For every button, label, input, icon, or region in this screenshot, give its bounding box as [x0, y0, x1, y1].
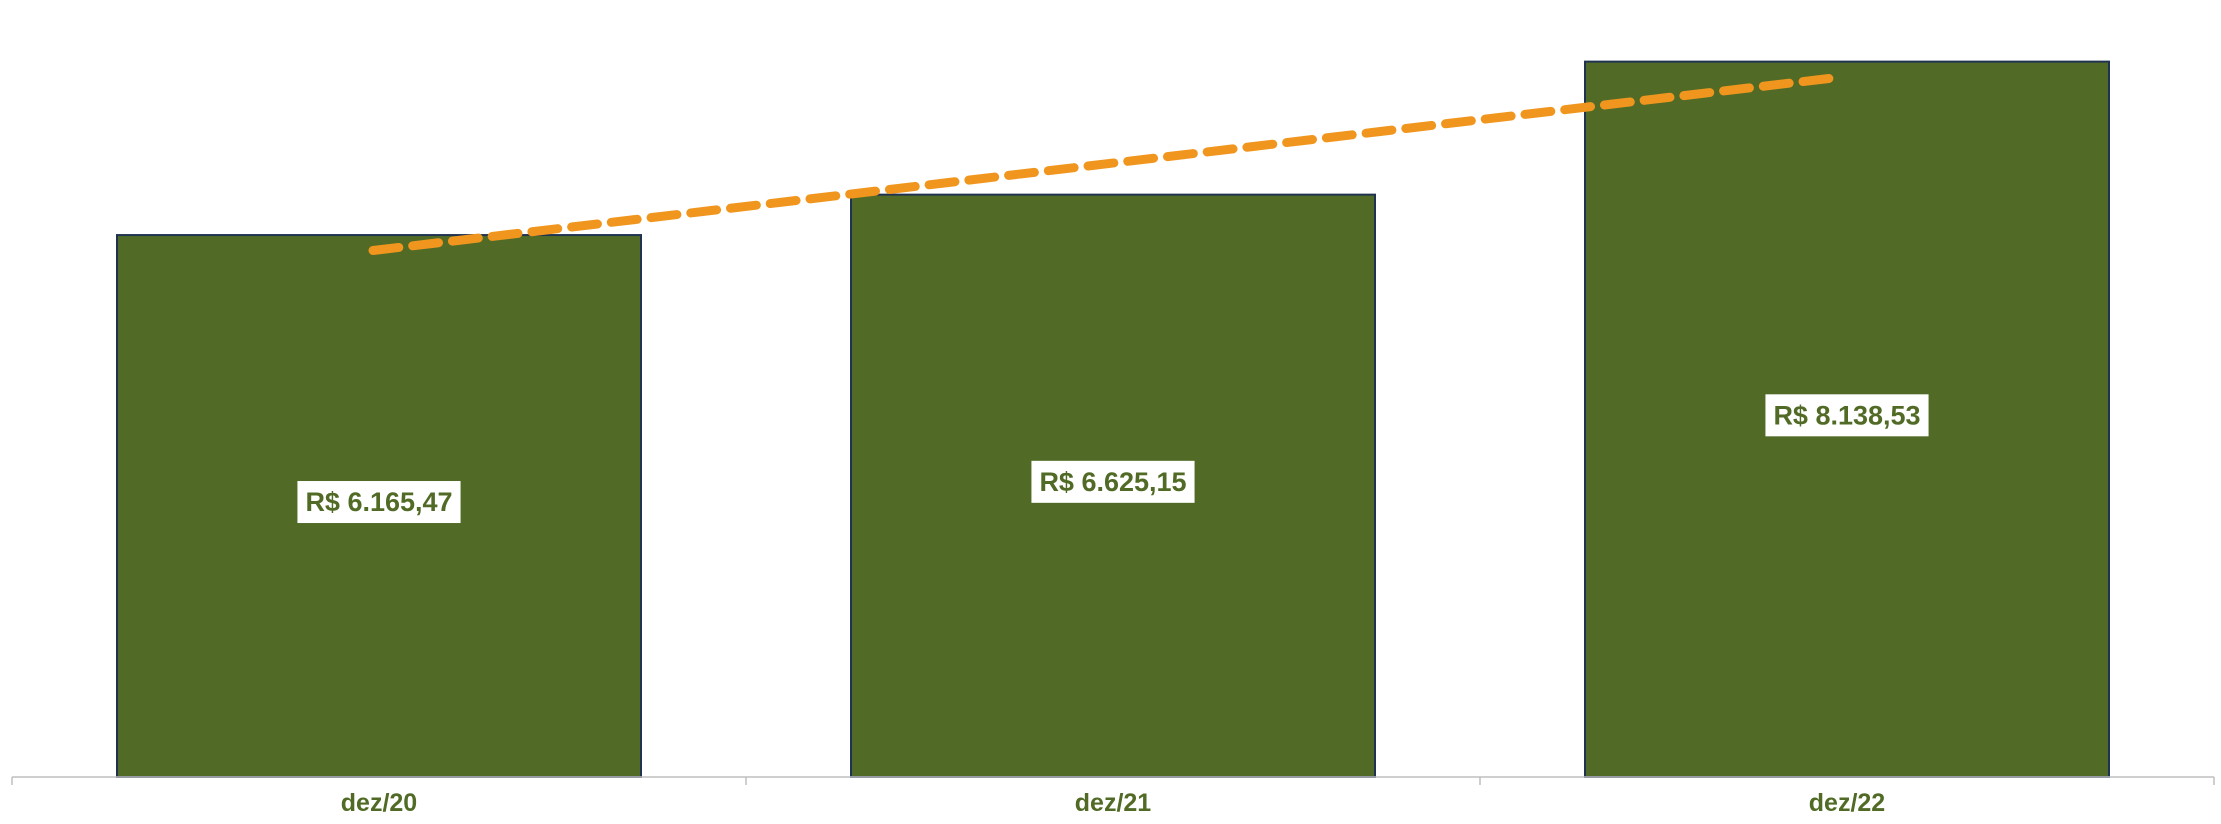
trendline-layer	[368, 72, 1846, 255]
category-label: dez/20	[341, 789, 417, 817]
data-label-text: R$ 8.138,53	[1773, 400, 1920, 430]
trendline	[368, 72, 1846, 255]
category-labels-layer: dez/20 dez/21 dez/22	[341, 789, 1885, 817]
category-label: dez/21	[1075, 789, 1152, 817]
data-label-box	[1765, 394, 1929, 437]
data-labels-layer: R$ 6.165,47 R$ 6.625,15 R$ 8.138,53	[297, 394, 1929, 524]
x-axis-ticks	[11, 777, 2215, 785]
data-label-text: R$ 6.625,15	[1039, 467, 1186, 497]
category-label: dez/22	[1809, 789, 1885, 817]
data-label-text: R$ 6.165,47	[305, 487, 452, 517]
data-label-box	[1031, 460, 1195, 503]
data-label-box	[297, 481, 461, 524]
data-label: R$ 6.625,15	[1031, 460, 1195, 503]
data-label: R$ 8.138,53	[1765, 394, 1929, 437]
data-label: R$ 6.165,47	[297, 481, 461, 524]
